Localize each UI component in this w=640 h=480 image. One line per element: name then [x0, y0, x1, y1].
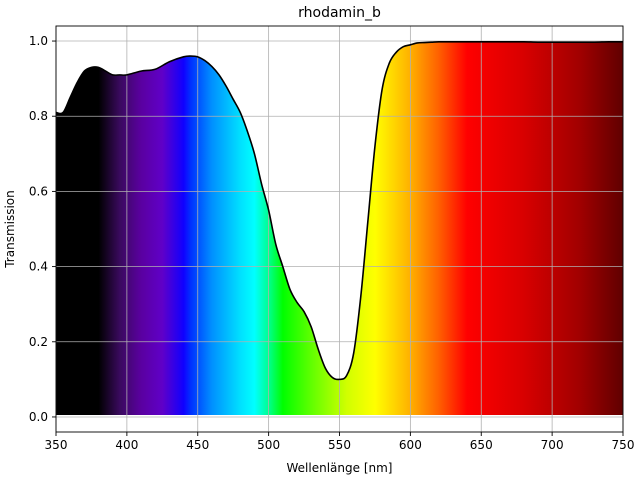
y-tick-label: 0.2 — [29, 335, 48, 349]
chart-title: rhodamin_b — [298, 5, 381, 21]
x-axis-label: Wellenlänge [nm] — [287, 461, 393, 475]
x-axis: 350 400 450 500 550 600 650 700 750 — [45, 432, 635, 452]
y-axis: 0.0 0.2 0.4 0.6 0.8 1.0 — [29, 34, 56, 424]
y-tick-label: 1.0 — [29, 34, 48, 48]
x-tick-label: 500 — [257, 438, 280, 452]
y-tick-label: 0.8 — [29, 109, 48, 123]
y-tick-label: 0.6 — [29, 184, 48, 198]
x-tick-label: 400 — [115, 438, 138, 452]
x-tick-label: 550 — [328, 438, 351, 452]
x-tick-label: 750 — [612, 438, 635, 452]
x-tick-label: 700 — [541, 438, 564, 452]
x-tick-label: 450 — [186, 438, 209, 452]
plot-area — [55, 25, 624, 433]
x-tick-label: 350 — [45, 438, 68, 452]
y-tick-label: 0.0 — [29, 410, 48, 424]
transmission-line — [55, 40, 624, 381]
y-axis-label: Transmission — [3, 190, 17, 269]
y-tick-label: 0.4 — [29, 260, 48, 274]
x-tick-label: 600 — [399, 438, 422, 452]
x-tick-label: 650 — [470, 438, 493, 452]
